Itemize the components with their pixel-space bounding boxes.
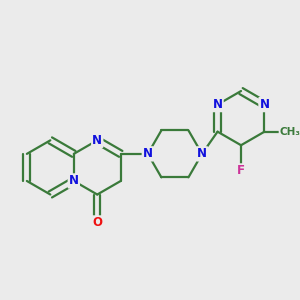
Text: N: N bbox=[143, 147, 153, 161]
Text: CH₃: CH₃ bbox=[280, 127, 300, 137]
Text: N: N bbox=[260, 98, 269, 111]
Text: N: N bbox=[92, 134, 102, 147]
Text: N: N bbox=[213, 98, 223, 111]
Text: N: N bbox=[197, 147, 207, 161]
Text: F: F bbox=[237, 164, 245, 178]
Text: N: N bbox=[69, 175, 79, 188]
Text: O: O bbox=[92, 217, 102, 230]
